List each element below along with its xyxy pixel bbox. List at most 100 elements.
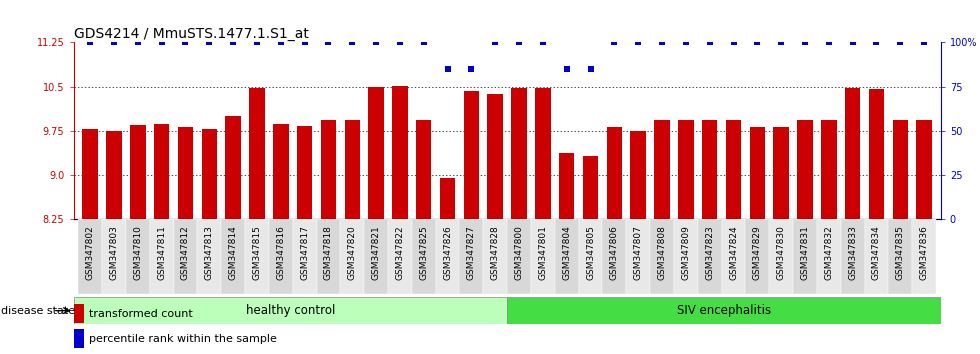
Point: [440, 66, 456, 72]
Text: GSM347828: GSM347828: [491, 225, 500, 280]
Point: [750, 40, 765, 45]
Bar: [555, 219, 578, 294]
Bar: [74, 297, 508, 324]
Bar: [74, 304, 84, 323]
Point: [678, 40, 694, 45]
Text: GSM347807: GSM347807: [634, 225, 643, 280]
Point: [130, 40, 146, 45]
Text: GSM347825: GSM347825: [419, 225, 428, 280]
Text: GSM347818: GSM347818: [324, 225, 333, 280]
Bar: [460, 219, 483, 294]
Bar: [416, 120, 431, 219]
Bar: [487, 94, 503, 219]
Bar: [154, 125, 170, 219]
Bar: [464, 91, 479, 219]
Bar: [726, 120, 741, 219]
Text: GSM347804: GSM347804: [563, 225, 571, 280]
Text: GSM347821: GSM347821: [371, 225, 380, 280]
Bar: [297, 126, 313, 219]
Bar: [868, 89, 884, 219]
Point: [559, 66, 574, 72]
Bar: [841, 219, 864, 294]
Bar: [508, 297, 941, 324]
Bar: [746, 219, 769, 294]
Text: GSM347808: GSM347808: [658, 225, 666, 280]
Text: disease state: disease state: [1, 306, 75, 316]
Bar: [102, 219, 125, 294]
Text: GSM347833: GSM347833: [848, 225, 858, 280]
Text: GSM347820: GSM347820: [348, 225, 357, 280]
Text: GSM347827: GSM347827: [466, 225, 476, 280]
Text: GSM347835: GSM347835: [896, 225, 905, 280]
Bar: [345, 120, 360, 219]
Bar: [821, 120, 837, 219]
Bar: [150, 219, 173, 294]
Bar: [245, 219, 269, 294]
Bar: [650, 219, 674, 294]
Text: GSM347832: GSM347832: [824, 225, 833, 280]
Bar: [74, 329, 84, 348]
Bar: [177, 127, 193, 219]
Bar: [793, 219, 817, 294]
Bar: [173, 219, 197, 294]
Text: GSM347801: GSM347801: [538, 225, 548, 280]
Bar: [412, 219, 436, 294]
Point: [583, 66, 599, 72]
Point: [821, 40, 837, 45]
Point: [177, 40, 193, 45]
Text: healthy control: healthy control: [246, 304, 335, 317]
Text: SIV encephalitis: SIV encephalitis: [677, 304, 771, 317]
Bar: [78, 219, 102, 294]
Bar: [845, 88, 860, 219]
Bar: [483, 219, 508, 294]
Bar: [320, 120, 336, 219]
Point: [797, 40, 812, 45]
Text: transformed count: transformed count: [88, 309, 192, 319]
Point: [154, 40, 170, 45]
Bar: [197, 219, 221, 294]
Text: GSM347810: GSM347810: [133, 225, 142, 280]
Bar: [440, 178, 456, 219]
Bar: [769, 219, 793, 294]
Bar: [798, 120, 812, 219]
Text: GSM347816: GSM347816: [276, 225, 285, 280]
Point: [320, 40, 336, 45]
Bar: [678, 120, 694, 219]
Text: GSM347830: GSM347830: [777, 225, 786, 280]
Bar: [773, 127, 789, 219]
Text: GSM347824: GSM347824: [729, 225, 738, 280]
Text: GSM347803: GSM347803: [110, 225, 119, 280]
Bar: [721, 219, 746, 294]
Point: [344, 40, 360, 45]
Bar: [535, 88, 551, 219]
Bar: [674, 219, 698, 294]
Point: [464, 66, 479, 72]
Text: GSM347811: GSM347811: [157, 225, 167, 280]
Text: GSM347822: GSM347822: [395, 225, 405, 280]
Bar: [365, 219, 388, 294]
Bar: [817, 219, 841, 294]
Point: [82, 40, 98, 45]
Point: [868, 40, 884, 45]
Point: [702, 40, 717, 45]
Bar: [368, 87, 384, 219]
Bar: [531, 219, 555, 294]
Bar: [603, 219, 626, 294]
Bar: [512, 88, 527, 219]
Point: [725, 40, 741, 45]
Text: GSM347817: GSM347817: [300, 225, 309, 280]
Bar: [507, 219, 531, 294]
Bar: [916, 120, 932, 219]
Bar: [249, 88, 265, 219]
Point: [512, 40, 527, 45]
Bar: [293, 219, 317, 294]
Text: GSM347826: GSM347826: [443, 225, 452, 280]
Bar: [273, 124, 288, 219]
Bar: [269, 219, 293, 294]
Point: [416, 40, 431, 45]
Bar: [317, 219, 340, 294]
Text: GSM347815: GSM347815: [253, 225, 262, 280]
Bar: [130, 125, 146, 219]
Point: [487, 40, 503, 45]
Bar: [82, 129, 98, 219]
